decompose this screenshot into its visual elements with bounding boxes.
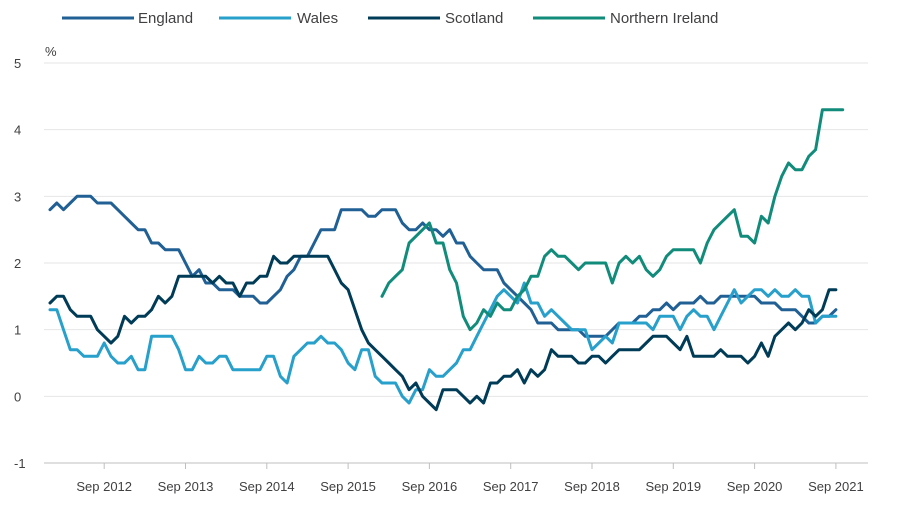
y-tick-label: 3: [14, 189, 21, 204]
legend-item-wales: Wales: [219, 10, 338, 27]
x-tick-label: Sep 2017: [483, 479, 539, 494]
x-tick-label: Sep 2016: [402, 479, 458, 494]
y-tick-label: 0: [14, 389, 21, 404]
x-tick-label: Sep 2019: [645, 479, 701, 494]
series-line-northern-ireland: [380, 108, 845, 332]
legend-label-england: England: [138, 10, 193, 27]
y-tick-label: 4: [14, 123, 21, 138]
series-line-england: [48, 194, 838, 338]
x-tick-label: Sep 2014: [239, 479, 295, 494]
legend-label-northern-ireland: Northern Ireland: [610, 10, 718, 27]
series-line-scotland: [48, 254, 838, 412]
y-tick-label: 1: [14, 323, 21, 338]
grid: [44, 62, 868, 397]
y-tick-label: 5: [14, 56, 21, 71]
legend-label-scotland: Scotland: [445, 10, 503, 27]
series-group: [48, 108, 845, 412]
y-axis: -1 0 1 2 3 4 5: [14, 56, 26, 471]
y-axis-unit-label: %: [45, 44, 57, 59]
legend-item-northern-ireland: Northern Ireland: [533, 10, 718, 27]
legend: England Wales Scotland Northern Ireland: [62, 10, 718, 27]
y-tick-label: 2: [14, 256, 21, 271]
legend-label-wales: Wales: [297, 10, 338, 27]
legend-item-england: England: [62, 10, 193, 27]
legend-item-scotland: Scotland: [368, 10, 503, 27]
x-tick-label: Sep 2012: [76, 479, 132, 494]
x-tick-label: Sep 2015: [320, 479, 376, 494]
x-tick-label: Sep 2013: [158, 479, 214, 494]
x-axis: Sep 2012 Sep 2013 Sep 2014 Sep 2015 Sep 2016…: [44, 462, 868, 494]
y-tick-label: -1: [14, 456, 26, 471]
x-tick-label: Sep 2021: [808, 479, 864, 494]
x-tick-label: Sep 2018: [564, 479, 620, 494]
x-tick-label: Sep 2020: [727, 479, 783, 494]
series-line-wales: [48, 281, 838, 405]
